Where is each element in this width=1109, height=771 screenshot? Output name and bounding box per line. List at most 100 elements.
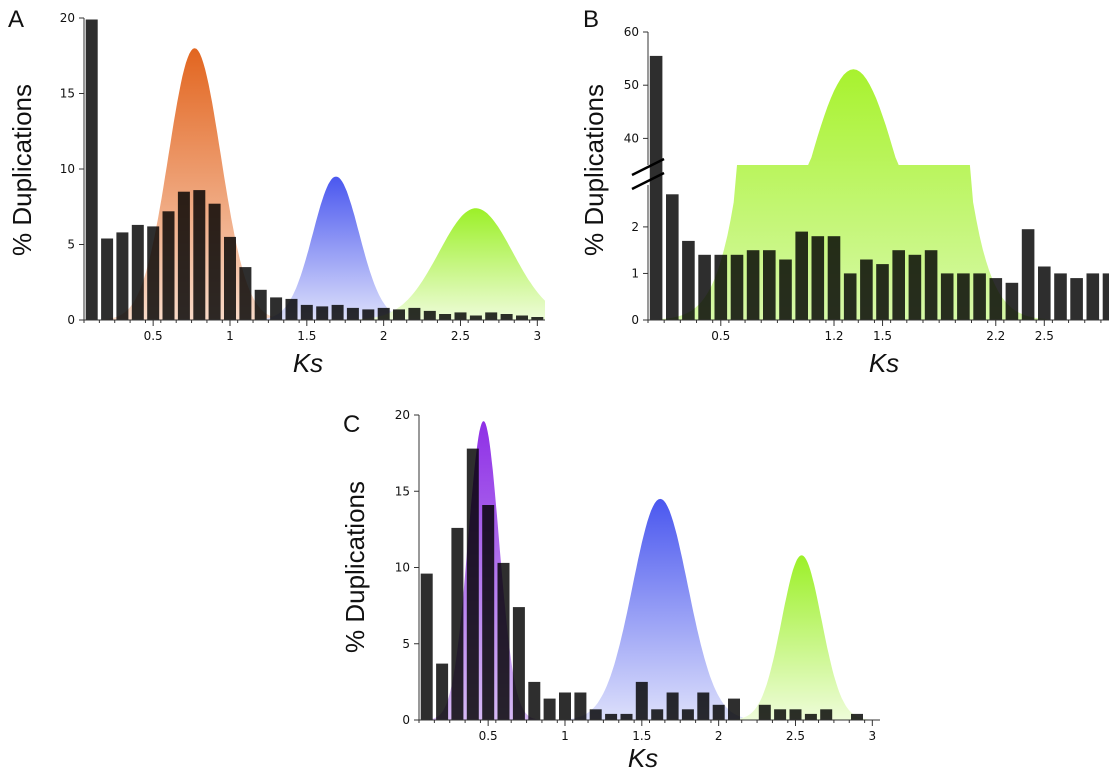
bar bbox=[559, 692, 571, 720]
x-tick-label: 3 bbox=[868, 729, 876, 743]
bar bbox=[1070, 278, 1083, 320]
axis-break-mark bbox=[631, 171, 665, 191]
bar bbox=[512, 607, 525, 720]
panel-a-x-axis-label: Ks bbox=[293, 348, 323, 378]
bar bbox=[254, 289, 267, 320]
x-tick-label: 2.2 bbox=[986, 329, 1005, 343]
bar bbox=[377, 307, 390, 320]
y-tick-label: 20 bbox=[395, 408, 410, 422]
x-tick-label: 0.5 bbox=[711, 329, 730, 343]
bar bbox=[116, 232, 129, 320]
panel-c-label: C bbox=[343, 411, 360, 438]
bar bbox=[860, 259, 873, 320]
y-tick-label: 20 bbox=[60, 11, 75, 25]
bar bbox=[698, 254, 711, 320]
bar bbox=[649, 55, 663, 321]
axis-break-mark bbox=[631, 157, 665, 177]
bar bbox=[605, 713, 618, 720]
bar bbox=[224, 236, 236, 320]
bar bbox=[827, 236, 841, 320]
x-tick-label: 1.5 bbox=[873, 329, 892, 343]
bar bbox=[101, 238, 114, 320]
x-tick-label: 1 bbox=[226, 329, 234, 343]
bar bbox=[270, 297, 283, 320]
bar bbox=[779, 259, 792, 320]
x-tick-label: 2.5 bbox=[786, 729, 805, 743]
bar bbox=[239, 267, 252, 320]
x-tick-label: 1.2 bbox=[824, 329, 843, 343]
x-tick-label: 1 bbox=[561, 729, 569, 743]
bar bbox=[746, 250, 760, 320]
bar bbox=[728, 698, 740, 720]
bar bbox=[208, 203, 221, 320]
bar bbox=[957, 273, 970, 320]
panel-c: C % Duplications Ks 0.5 1 1.5 2 2.5 3 0 5 10 15 20 bbox=[340, 408, 880, 771]
panel-b: B % Duplications Ks 0.5 1.2 1.5 2.2 2.5 0 1 2 40… bbox=[579, 6, 1109, 378]
bar bbox=[454, 312, 467, 320]
bar bbox=[714, 254, 728, 320]
bar bbox=[712, 704, 725, 721]
bar bbox=[635, 681, 648, 720]
panel-a-label: A bbox=[8, 6, 24, 33]
bar bbox=[485, 312, 498, 320]
bar bbox=[408, 307, 421, 320]
axes: 0.5 1 1.5 2 2.5 3 0 5 10 15 20 bbox=[60, 11, 545, 343]
y-tick-label: 15 bbox=[60, 87, 75, 101]
axes: 0.5 1.2 1.5 2.2 2.5 0 1 2 40 50 60 bbox=[624, 25, 1109, 343]
curve-2 bbox=[549, 498, 771, 720]
bar bbox=[131, 224, 144, 320]
x-tick-label: 0.5 bbox=[144, 329, 163, 343]
panel-c-y-axis-label: % Duplications bbox=[340, 481, 370, 653]
bar bbox=[989, 278, 1003, 320]
bar bbox=[666, 692, 679, 720]
curve-3 bbox=[721, 555, 880, 720]
bar bbox=[147, 226, 160, 320]
bar bbox=[730, 254, 744, 320]
bar bbox=[1021, 229, 1035, 320]
bar bbox=[681, 709, 694, 720]
x-tick-label: 3 bbox=[533, 329, 541, 343]
x-tick-label: 2 bbox=[380, 329, 388, 343]
y-tick-label: 10 bbox=[60, 162, 75, 176]
bar bbox=[758, 704, 771, 721]
bar bbox=[574, 692, 587, 720]
bar bbox=[1086, 273, 1100, 320]
bar bbox=[439, 314, 452, 320]
x-tick-label: 1.5 bbox=[632, 729, 651, 743]
bar bbox=[774, 709, 787, 720]
bar bbox=[1102, 273, 1109, 320]
bar bbox=[973, 273, 986, 320]
curve-1 bbox=[90, 48, 300, 320]
bar bbox=[908, 254, 922, 320]
y-tick-label: 10 bbox=[395, 561, 410, 575]
y-tick-label: 40 bbox=[624, 131, 639, 145]
bar bbox=[193, 190, 206, 320]
bar bbox=[466, 448, 479, 720]
axes: 0.5 1 1.5 2 2.5 3 0 5 10 15 20 bbox=[395, 408, 880, 743]
bar bbox=[316, 306, 329, 320]
bar bbox=[528, 681, 541, 720]
bar bbox=[423, 310, 436, 320]
curve-2 bbox=[243, 176, 429, 320]
bar bbox=[1054, 273, 1067, 320]
bar bbox=[393, 309, 405, 320]
bar bbox=[346, 307, 359, 320]
y-tick-label: 60 bbox=[624, 25, 639, 39]
bar bbox=[851, 713, 863, 720]
bar bbox=[1038, 266, 1051, 320]
bar bbox=[820, 709, 833, 720]
bar bbox=[543, 698, 556, 720]
bar bbox=[331, 304, 344, 320]
bar bbox=[482, 505, 495, 720]
bar bbox=[177, 191, 190, 320]
bar bbox=[1005, 282, 1019, 320]
bar bbox=[892, 250, 905, 320]
panel-a: A % Duplications Ks 0.5 1 1.5 2 2.5 3 0 5 10 15 20 bbox=[7, 6, 545, 378]
bar bbox=[620, 713, 633, 720]
y-tick-label: 15 bbox=[395, 484, 410, 498]
bar bbox=[651, 709, 664, 720]
x-tick-label: 2 bbox=[715, 729, 723, 743]
bar bbox=[469, 315, 482, 320]
bar bbox=[682, 240, 695, 320]
